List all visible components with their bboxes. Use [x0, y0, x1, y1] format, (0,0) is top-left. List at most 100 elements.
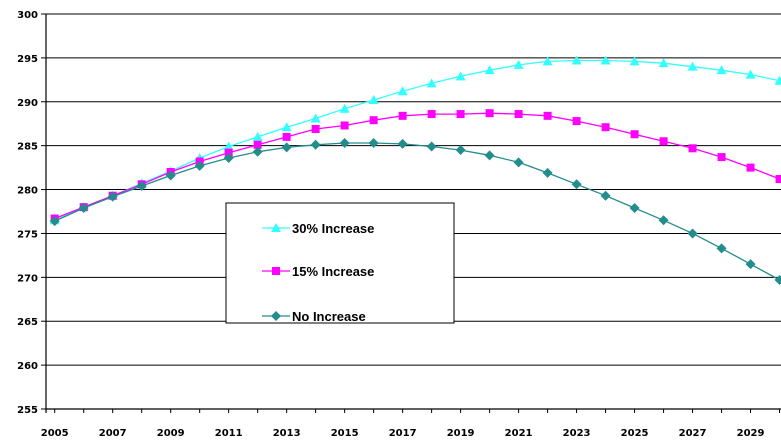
data-point — [223, 141, 234, 151]
series-layer — [49, 55, 781, 285]
data-point — [253, 140, 262, 149]
y-tick-label: 295 — [17, 54, 38, 65]
data-point — [369, 116, 378, 125]
legend-marker — [271, 311, 281, 321]
y-axis-ticks: 255 260 265 270 275 280 285 290 295 300 — [17, 10, 46, 416]
data-point — [658, 58, 669, 68]
data-point — [427, 110, 436, 119]
series-line — [54, 59, 780, 221]
legend-marker — [272, 267, 280, 275]
data-point — [600, 55, 611, 65]
data-point — [543, 111, 552, 120]
data-point — [49, 216, 60, 227]
data-point — [165, 170, 176, 181]
data-point — [513, 157, 524, 168]
series-0 — [49, 55, 781, 225]
data-point — [600, 190, 611, 201]
data-point — [223, 152, 234, 163]
y-tick-label: 285 — [17, 142, 38, 153]
x-tick-label: 2007 — [99, 428, 127, 439]
data-point — [339, 103, 350, 113]
data-point — [281, 122, 292, 132]
legend: 30% Increase 15% Increase No Increase — [225, 202, 455, 324]
data-point — [774, 75, 781, 85]
axes — [45, 14, 781, 413]
data-point — [659, 137, 668, 146]
data-point — [368, 95, 379, 105]
data-point — [774, 274, 781, 285]
y-tick-label: 290 — [17, 98, 38, 109]
data-point — [571, 55, 582, 65]
x-tick-label: 2011 — [215, 428, 243, 439]
x-tick-label: 2025 — [621, 428, 649, 439]
data-point — [484, 65, 495, 75]
legend-label: 15% Increase — [292, 264, 374, 279]
x-axis-ticks: 2005 2007 2009 2011 2013 2015 2017 2019 2021 2023… — [41, 409, 781, 439]
y-tick-label: 260 — [17, 361, 38, 372]
data-point — [397, 86, 408, 96]
data-point — [426, 78, 437, 88]
data-point — [311, 124, 320, 133]
data-point — [368, 138, 379, 149]
y-tick-label: 265 — [17, 317, 38, 328]
data-point — [252, 131, 263, 141]
data-point — [514, 110, 523, 119]
data-point — [746, 163, 755, 172]
y-tick-label: 255 — [17, 405, 38, 416]
data-point — [629, 56, 640, 66]
data-point — [687, 61, 698, 71]
data-point — [310, 139, 321, 150]
data-point — [717, 153, 726, 162]
data-point — [630, 130, 639, 139]
legend-label: 30% Increase — [292, 221, 374, 236]
series-2 — [49, 138, 781, 285]
x-tick-label: 2021 — [505, 428, 533, 439]
data-point — [398, 111, 407, 120]
x-tick-label: 2015 — [331, 428, 359, 439]
data-point — [426, 141, 437, 152]
data-point — [224, 148, 233, 157]
data-point — [456, 110, 465, 119]
y-tick-label: 275 — [17, 229, 38, 240]
data-point — [716, 65, 727, 75]
x-tick-label: 2017 — [389, 428, 417, 439]
legend-box — [225, 202, 455, 324]
data-point — [629, 202, 640, 213]
series-line — [54, 142, 780, 281]
data-point — [688, 144, 697, 153]
data-point — [716, 243, 727, 254]
data-point — [340, 121, 349, 130]
x-tick-label: 2005 — [41, 428, 69, 439]
y-tick-label: 280 — [17, 186, 38, 197]
y-tick-label: 270 — [17, 273, 38, 284]
data-point — [485, 109, 494, 118]
data-point — [194, 160, 205, 171]
data-point — [601, 123, 610, 132]
data-point — [281, 142, 292, 153]
legend-marker — [271, 223, 281, 232]
data-point — [282, 132, 291, 141]
x-tick-label: 2009 — [157, 428, 185, 439]
data-point — [455, 71, 466, 81]
x-tick-label: 2019 — [447, 428, 475, 439]
x-tick-label: 2023 — [563, 428, 591, 439]
data-point — [455, 145, 466, 156]
x-tick-label: 2013 — [273, 428, 301, 439]
data-point — [107, 191, 118, 202]
data-point — [397, 138, 408, 149]
x-tick-label: 2027 — [679, 428, 707, 439]
data-point — [745, 69, 756, 79]
legend-label: No Increase — [292, 309, 366, 324]
data-point — [484, 150, 495, 161]
y-tick-label: 300 — [17, 10, 38, 21]
data-point — [339, 138, 350, 149]
series-line — [54, 112, 780, 220]
data-point — [775, 175, 781, 184]
data-point — [78, 202, 89, 213]
x-tick-label: 2029 — [737, 428, 765, 439]
data-point — [136, 181, 147, 192]
data-point — [513, 59, 524, 69]
data-point — [542, 56, 553, 66]
data-point — [658, 215, 669, 226]
